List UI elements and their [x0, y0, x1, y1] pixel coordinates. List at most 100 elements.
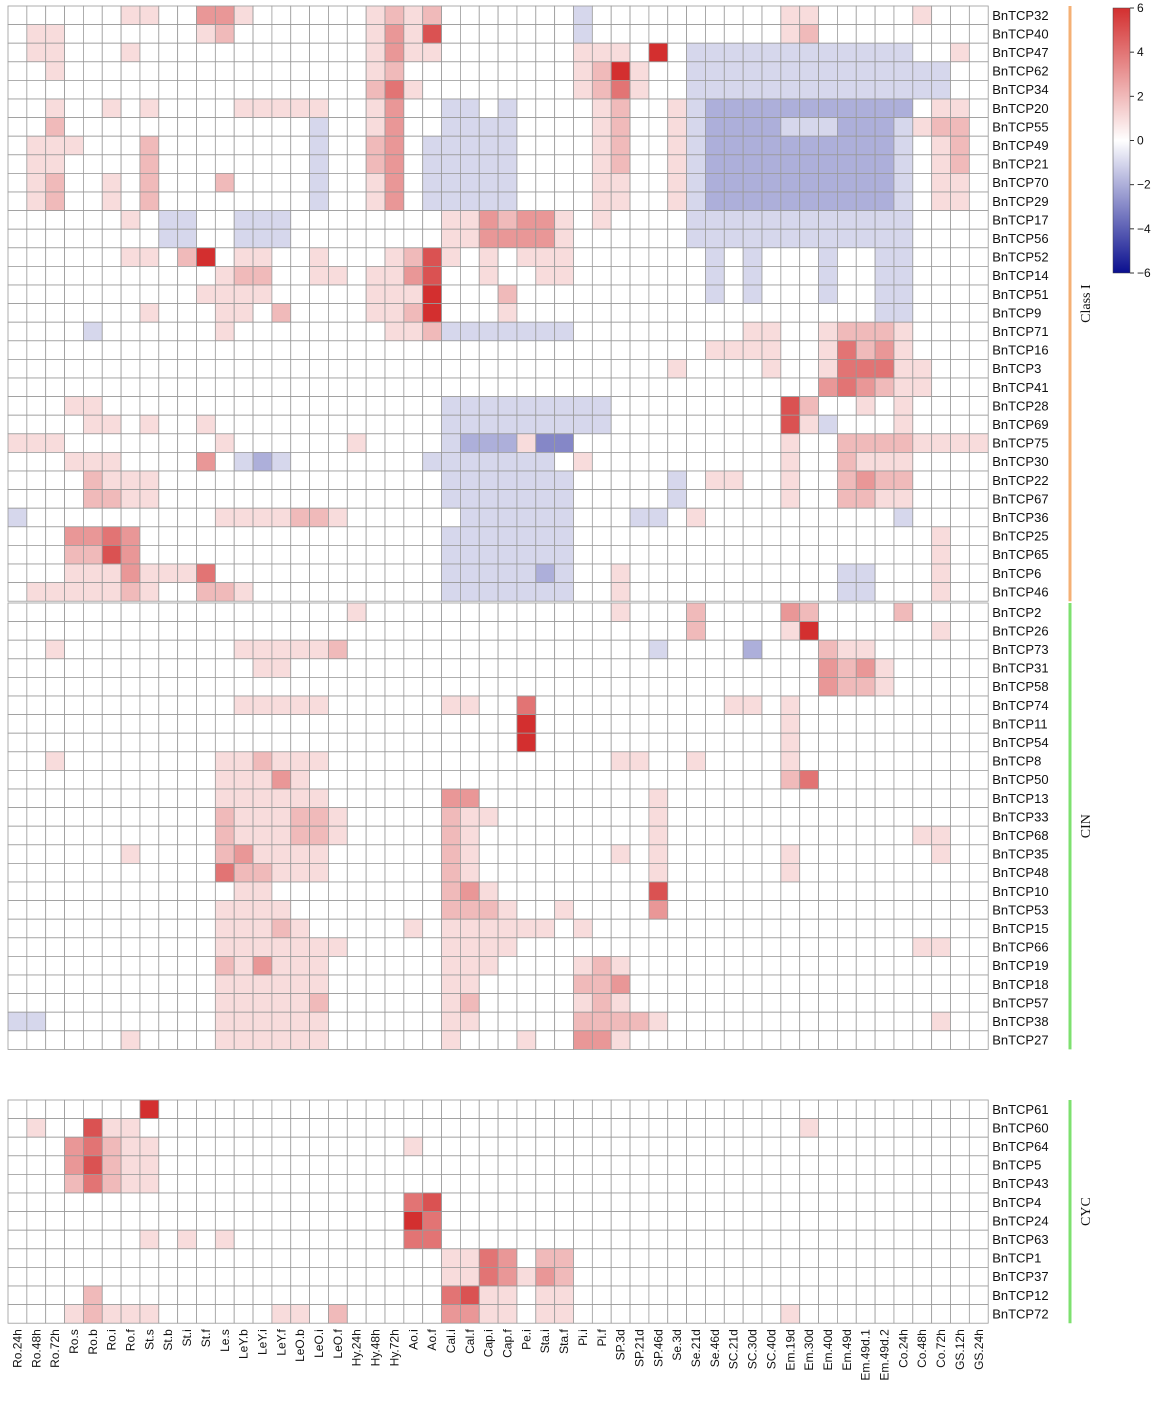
heatmap-cell: [855, 470, 876, 491]
heatmap-cell: [761, 191, 782, 212]
heatmap-cell: [931, 340, 951, 360]
heatmap-cell: [290, 937, 311, 957]
heatmap-cell: [931, 228, 951, 249]
heatmap-cell: [384, 61, 405, 81]
heatmap-cell: [761, 956, 782, 976]
heatmap-cell: [742, 1229, 763, 1250]
heatmap-cell: [610, 956, 631, 976]
heatmap-cell: [780, 900, 801, 920]
heatmap-cell: [742, 545, 763, 565]
heatmap-cell: [478, 526, 499, 546]
heatmap-cell: [403, 695, 424, 716]
heatmap-cell: [346, 284, 367, 305]
heatmap-cell: [403, 117, 424, 137]
heatmap-cell: [629, 770, 650, 790]
heatmap-cell: [290, 1229, 311, 1250]
column-label: LeY.f: [274, 1329, 288, 1356]
heatmap-cell: [648, 881, 669, 902]
heatmap-cell: [855, 172, 876, 193]
heatmap-cell: [667, 321, 688, 342]
heatmap-cell: [422, 639, 442, 660]
heatmap-cell: [177, 42, 197, 63]
heatmap-cell: [497, 1248, 518, 1268]
heatmap-cell: [648, 117, 669, 137]
heatmap-cell: [950, 340, 970, 360]
heatmap-cell: [855, 974, 876, 995]
heatmap-cell: [497, 172, 518, 193]
heatmap-cell: [610, 844, 631, 864]
heatmap-cell: [26, 602, 47, 623]
heatmap-cell: [610, 321, 631, 342]
heatmap-cell: [271, 24, 292, 44]
heatmap-cell: [591, 135, 612, 156]
heatmap-cell: [648, 42, 669, 63]
heatmap-cell: [723, 714, 744, 734]
heatmap-cell: [346, 98, 367, 119]
heatmap-cell: [855, 937, 876, 957]
heatmap-cell: [573, 1267, 593, 1287]
heatmap-cell: [214, 1192, 235, 1213]
heatmap-cell: [328, 788, 348, 809]
heatmap-cell: [196, 414, 216, 435]
heatmap-cell: [799, 98, 819, 119]
heatmap-cell: [610, 639, 631, 660]
heatmap-cell: [629, 621, 650, 641]
heatmap-cell: [478, 1136, 499, 1157]
heatmap-cell: [64, 863, 84, 883]
heatmap-cell: [497, 489, 518, 509]
heatmap-cell: [45, 210, 65, 230]
heatmap-cell: [535, 358, 556, 379]
heatmap-cell: [535, 489, 556, 509]
heatmap-cell: [535, 602, 556, 623]
heatmap-cell: [459, 135, 480, 156]
heatmap-cell: [177, 117, 197, 137]
heatmap-cell: [591, 61, 612, 81]
heatmap-cell: [271, 974, 292, 995]
heatmap-cell: [535, 154, 556, 174]
heatmap-cell: [648, 61, 669, 81]
heatmap-cell: [950, 1155, 970, 1175]
heatmap-cell: [648, 377, 669, 398]
heatmap-cell: [799, 433, 819, 453]
heatmap-cell: [233, 61, 254, 81]
heatmap-cell: [158, 1136, 179, 1157]
heatmap-cell: [497, 61, 518, 81]
heatmap-cell: [459, 956, 480, 976]
heatmap-cell: [252, 714, 273, 734]
heatmap-cell: [912, 507, 933, 528]
heatmap-cell: [912, 807, 933, 827]
heatmap-cell: [648, 621, 669, 641]
heatmap-cell: [497, 844, 518, 864]
heatmap-cell: [64, 247, 84, 267]
heatmap-cell: [761, 1229, 782, 1250]
heatmap-cell: [309, 918, 329, 939]
heatmap-cell: [497, 1267, 518, 1287]
heatmap-cell: [535, 1099, 556, 1120]
row-label: BnTCP14: [992, 268, 1048, 283]
heatmap-cell: [478, 247, 499, 267]
heatmap-cell: [158, 1211, 179, 1231]
heatmap-cell: [403, 1136, 424, 1157]
heatmap-cell: [7, 5, 28, 26]
heatmap-cell: [384, 563, 405, 584]
heatmap-cell: [742, 658, 763, 678]
heatmap-cell: [648, 1248, 669, 1268]
heatmap-cell: [554, 1304, 574, 1324]
heatmap-cell: [554, 433, 574, 453]
heatmap-cell: [648, 974, 669, 995]
heatmap-cell: [837, 602, 857, 623]
heatmap-cell: [101, 602, 122, 623]
heatmap-cell: [196, 1211, 216, 1231]
heatmap-cell: [780, 1267, 801, 1287]
row-label: BnTCP64: [992, 1139, 1048, 1154]
heatmap-cell: [45, 414, 65, 435]
heatmap-cell: [742, 993, 763, 1013]
row-label: BnTCP22: [992, 473, 1048, 488]
heatmap-cell: [158, 695, 179, 716]
heatmap-cell: [346, 191, 367, 212]
heatmap-cell: [120, 24, 141, 44]
heatmap-cell: [83, 900, 103, 920]
heatmap-cell: [761, 695, 782, 716]
heatmap-cell: [629, 918, 650, 939]
heatmap-cell: [629, 863, 650, 883]
